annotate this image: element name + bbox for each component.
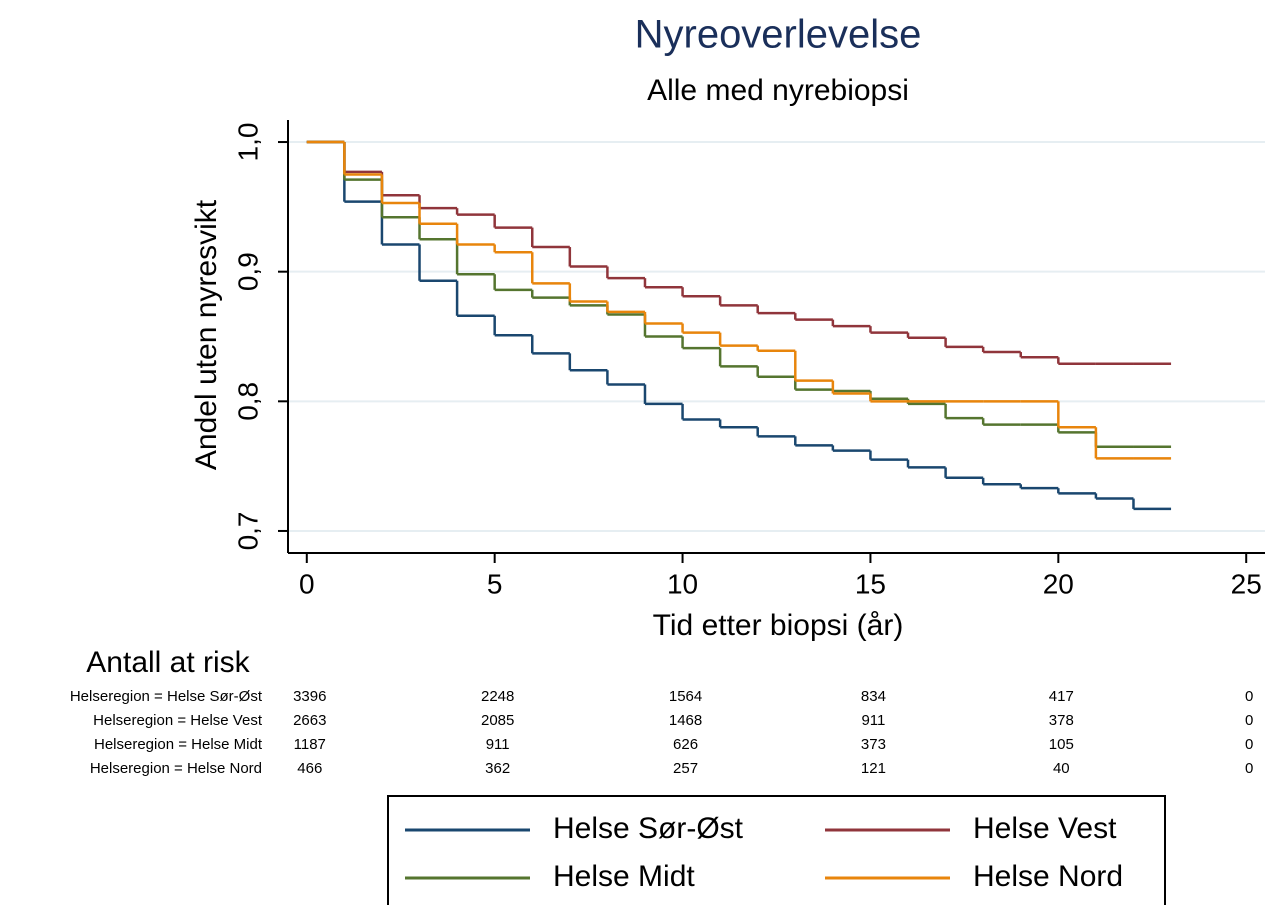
- risk-count: 1564: [669, 688, 702, 705]
- x-tick-label: 20: [1043, 568, 1074, 599]
- risk-count: 1468: [669, 712, 702, 729]
- x-tick-label: 25: [1231, 568, 1262, 599]
- y-tick-label: 0,9: [232, 252, 263, 291]
- chart-title: Nyreoverlevelse: [635, 13, 922, 57]
- risk-count: 373: [861, 736, 886, 753]
- risk-count: 417: [1049, 688, 1074, 705]
- risk-count: 0: [1245, 736, 1253, 753]
- risk-count: 121: [861, 760, 886, 777]
- risk-count: 911: [486, 736, 510, 753]
- risk-count: 362: [485, 760, 510, 777]
- risk-count: 0: [1245, 712, 1253, 729]
- risk-table-title: Antall at risk: [86, 646, 250, 679]
- risk-count: 911: [861, 712, 885, 729]
- risk-count: 257: [673, 760, 698, 777]
- y-tick-label: 0,8: [232, 382, 263, 421]
- x-tick-label: 10: [667, 568, 698, 599]
- risk-count: 3396: [293, 688, 326, 705]
- risk-count: 0: [1245, 688, 1253, 705]
- risk-count: 466: [297, 760, 322, 777]
- legend-label: Helse Midt: [553, 860, 695, 893]
- legend-box: [387, 795, 1166, 905]
- risk-count: 834: [861, 688, 886, 705]
- legend-label: Helse Vest: [973, 812, 1117, 845]
- risk-count: 40: [1053, 760, 1070, 777]
- risk-count: 626: [673, 736, 698, 753]
- risk-count: 0: [1245, 760, 1253, 777]
- risk-count: 2248: [481, 688, 514, 705]
- y-tick-label: 0,7: [232, 511, 263, 550]
- risk-row-label: Helseregion = Helse Sør-Øst: [70, 688, 263, 705]
- risk-count: 2663: [293, 712, 326, 729]
- y-tick-label: 1,0: [232, 123, 263, 162]
- chart-subtitle: Alle med nyrebiopsi: [647, 74, 909, 107]
- x-axis-label: Tid etter biopsi (år): [653, 609, 904, 642]
- x-tick-label: 5: [487, 568, 503, 599]
- risk-count: 378: [1049, 712, 1074, 729]
- y-axis-label: Andel uten nyresvikt: [190, 199, 223, 470]
- legend-label: Helse Nord: [973, 860, 1123, 893]
- risk-row-label: Helseregion = Helse Midt: [94, 736, 263, 753]
- risk-row-label: Helseregion = Helse Vest: [93, 712, 263, 729]
- legend-label: Helse Sør-Øst: [553, 812, 744, 845]
- risk-count: 2085: [481, 712, 514, 729]
- risk-count: 105: [1049, 736, 1074, 753]
- risk-count: 1187: [294, 736, 326, 753]
- x-tick-label: 15: [855, 568, 886, 599]
- x-tick-label: 0: [299, 568, 315, 599]
- risk-row-label: Helseregion = Helse Nord: [90, 760, 262, 777]
